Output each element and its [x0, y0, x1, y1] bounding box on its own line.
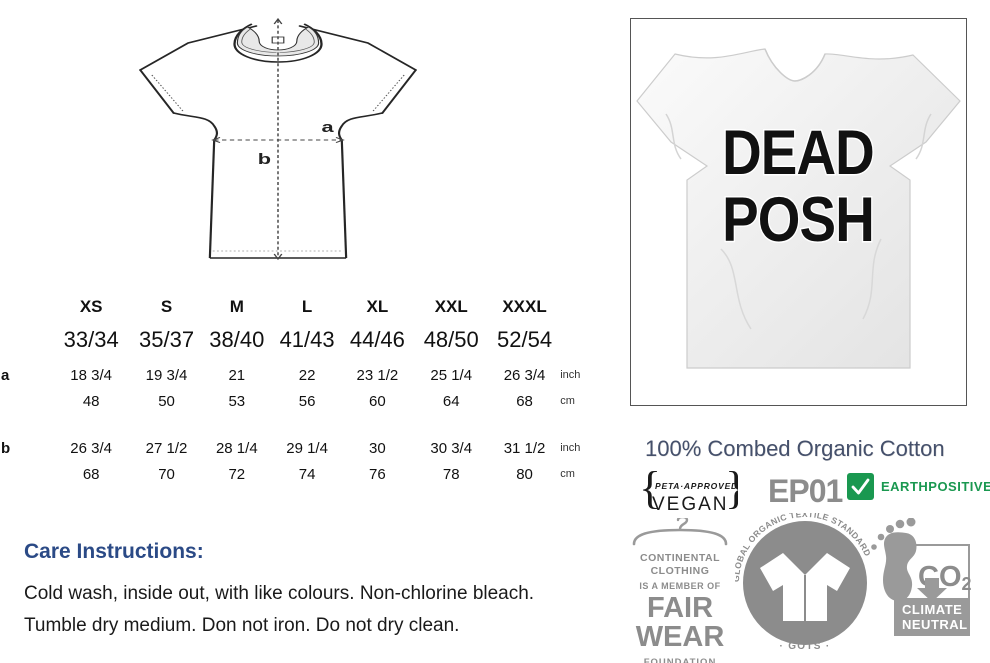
svg-text:DEAD: DEAD — [722, 117, 874, 187]
svg-text:POSH: POSH — [722, 184, 874, 254]
svg-text:NEUTRAL: NEUTRAL — [902, 617, 968, 632]
svg-text:PETA·APPROVED: PETA·APPROVED — [655, 481, 738, 491]
svg-text:VEGAN: VEGAN — [652, 494, 729, 515]
svg-text:a: a — [322, 118, 335, 135]
svg-text:b: b — [258, 150, 271, 167]
svg-text:CLIMATE: CLIMATE — [902, 602, 962, 617]
svg-text:· GOTS ·: · GOTS · — [780, 641, 831, 652]
